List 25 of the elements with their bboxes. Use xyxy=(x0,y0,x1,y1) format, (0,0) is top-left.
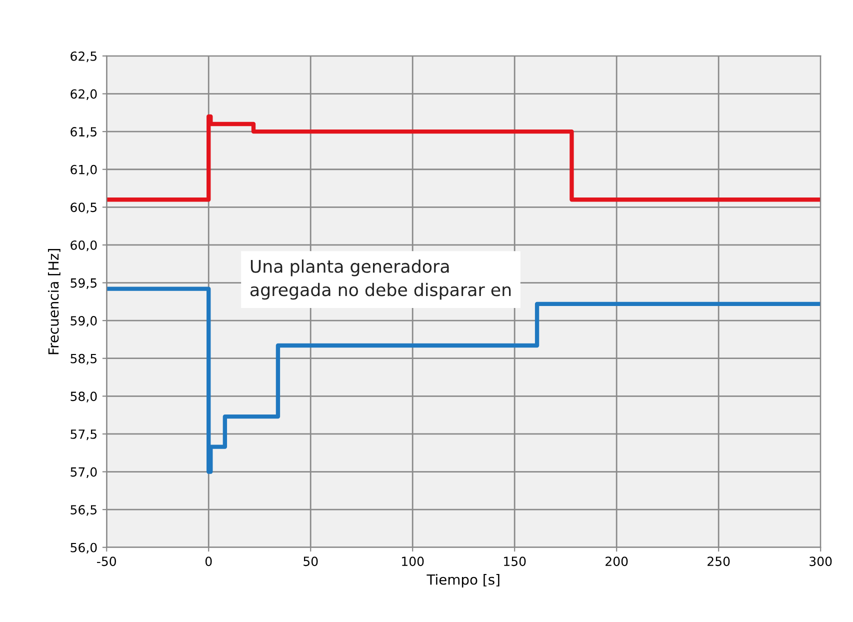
x-axis-title: Tiempo [s] xyxy=(426,574,500,588)
x-tick-label: 150 xyxy=(504,556,526,566)
y-tick-label: 61,5 xyxy=(70,127,97,138)
y-tick-label: 56,0 xyxy=(70,542,97,554)
y-tick-label: 59,0 xyxy=(70,316,97,327)
y-tick-label: 60,5 xyxy=(70,202,97,214)
x-tick-label: 250 xyxy=(708,556,730,566)
y-tick-label: 58,5 xyxy=(70,354,97,365)
x-tick-label: -50 xyxy=(97,556,116,566)
x-tick-label: 50 xyxy=(304,556,318,566)
y-tick-label: 56,5 xyxy=(70,505,97,516)
y-tick-label: 57,0 xyxy=(70,467,97,478)
y-tick-label: 57,5 xyxy=(70,430,97,440)
x-tick-label: 0 xyxy=(205,556,212,566)
y-axis-title: Frecuencia [Hz] xyxy=(48,249,60,354)
annotation: Una planta generadora agregada no debe disparar en xyxy=(250,259,511,300)
x-tick-label: 200 xyxy=(606,556,628,566)
y-tick-label: 61,0 xyxy=(70,164,97,176)
y-tick-label: 60,0 xyxy=(70,240,97,252)
y-tick-label: 58,0 xyxy=(70,392,97,402)
y-tick-label: 59,5 xyxy=(70,278,97,289)
x-tick-label: 100 xyxy=(402,556,424,566)
y-tick-label: 62,0 xyxy=(70,89,97,100)
y-tick-label: 62,5 xyxy=(70,51,97,62)
x-tick-label: 300 xyxy=(810,556,832,566)
